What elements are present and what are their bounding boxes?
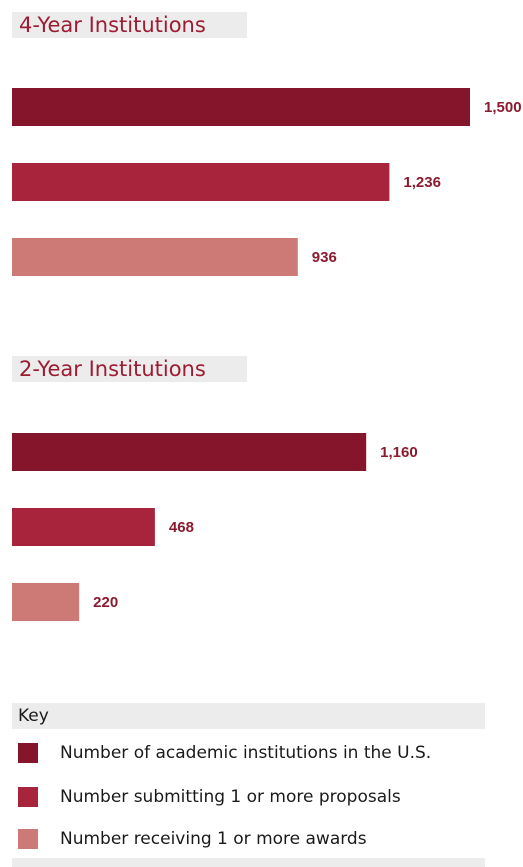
bar-academic [12,88,470,126]
bar-receiving [12,238,298,276]
bar-submitting [12,508,155,546]
key-item-receiving: Number receiving 1 or more awards [18,828,367,850]
key-label-academic: Number of academic institutions in the U… [60,743,432,763]
bar-submitting [12,163,390,201]
key-item-academic: Number of academic institutions in the U… [18,742,431,764]
key-label-receiving: Number receiving 1 or more awards [60,829,367,849]
key-swatch-receiving [18,829,38,849]
chart-title-2-year: 2-Year Institutions [12,356,247,382]
chart-title-4-year: 4-Year Institutions [12,12,247,38]
bar-chart-2-year: 1,160 468 220 [12,433,418,621]
bar-chart-4-year: 1,500 1,236 936 [12,88,522,276]
key-footer-bar [12,858,485,867]
value-label-academic: 1,160 [380,444,418,461]
bar-receiving [12,583,80,621]
value-label-receiving: 220 [93,594,118,611]
value-label-receiving: 936 [312,249,337,266]
key-swatch-academic [18,743,38,763]
bar-academic [12,433,367,471]
key-label-submitting: Number submitting 1 or more proposals [60,787,401,807]
value-label-academic: 1,500 [484,99,522,116]
key-swatch-submitting [18,787,38,807]
key-item-submitting: Number submitting 1 or more proposals [18,786,401,808]
value-label-submitting: 468 [169,519,194,536]
key-header: Key [12,703,485,729]
value-label-submitting: 1,236 [403,174,441,191]
